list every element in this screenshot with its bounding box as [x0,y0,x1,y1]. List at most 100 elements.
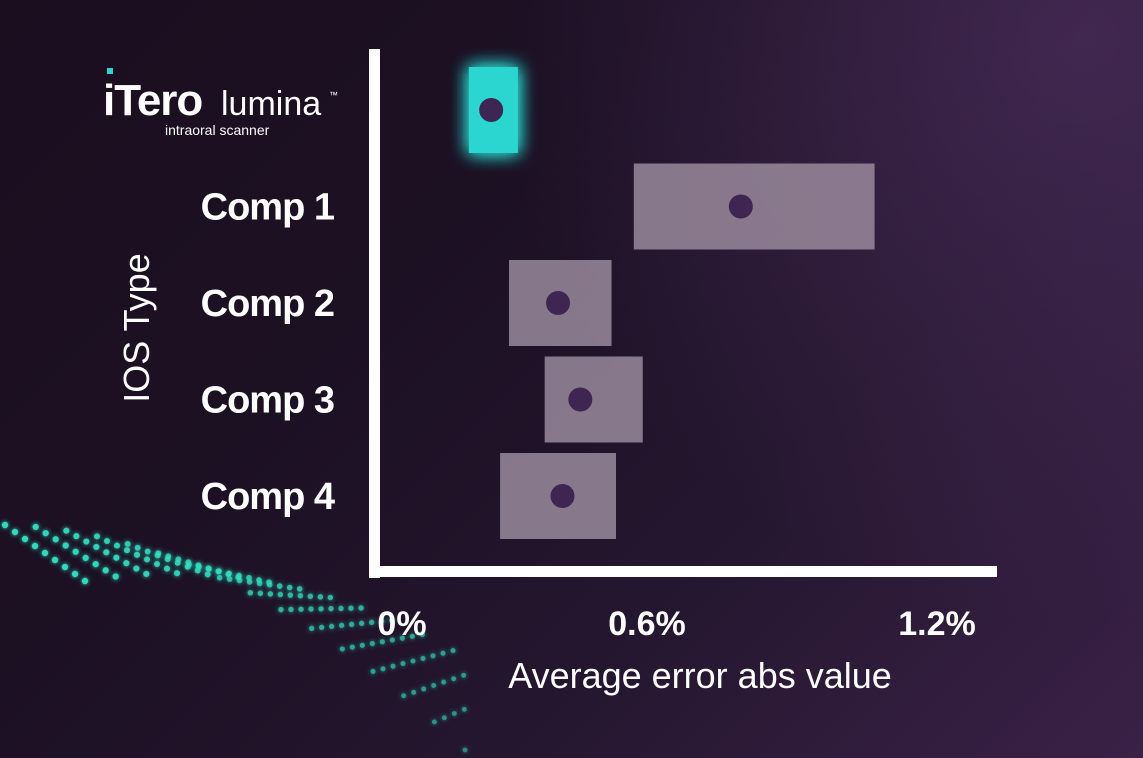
decor-dot [399,635,405,641]
decor-dot [296,586,303,592]
decor-dot [124,540,131,547]
decor-dot [133,551,141,558]
decor-dot [359,642,365,648]
decor-dot [112,573,119,580]
decor-dot [358,605,364,611]
decor-dot [51,556,59,564]
decor-dot [307,593,314,600]
decor-dot [430,653,436,659]
decor-dot [194,567,201,574]
decor-dot [389,617,395,623]
mean-dot [568,387,593,412]
decor-dot [195,562,202,569]
x-tick-label: 0.6% [608,605,686,643]
y-axis-title: IOS Type [116,253,157,402]
mean-dot [546,291,571,315]
decor-dot [349,644,355,650]
decor-dot [318,606,324,612]
x-tick-label: 0% [377,605,426,643]
decor-dot [71,570,79,578]
x-axis-title: Average error abs value [508,655,892,696]
decor-dot [327,594,334,601]
decor-dot [308,606,314,612]
decor-dot [440,650,446,656]
decor-dot [144,548,151,555]
logo-tagline: intraoral scanner [165,122,270,138]
decor-dot [348,605,354,611]
decor-dot [41,549,49,557]
decor-dot [277,591,284,598]
decor-dot [164,556,171,563]
decor-dot [419,631,425,638]
decor-dot [329,623,335,629]
category-label: Comp 2 [201,283,334,325]
decor-dot [102,567,109,574]
decor-dot [73,533,80,540]
itero-lumina-logo: iTero lumina ™ intraoral scanner [103,68,338,138]
decor-dot [21,535,29,543]
decor-dot [173,570,181,577]
decor-dot [31,542,39,550]
decor-dot [431,683,437,689]
decor-dot [266,579,272,586]
decor-dot [247,589,254,596]
decor-dot [317,594,324,600]
decor-dot [72,548,79,555]
decor-dot [278,606,284,613]
decor-dot [123,560,130,567]
decor-dot [359,620,365,626]
decor-dot [143,556,151,563]
decor-dot [184,563,191,570]
decor-dot [338,605,344,612]
decor-dot [286,584,293,591]
decor-dot [216,574,223,581]
decor-dot [370,668,376,674]
decor-dot [52,536,59,543]
decor-dot [204,571,211,578]
decor-dot [349,621,355,627]
decor-dot [93,533,101,540]
decor-dot [461,706,467,712]
decor-dot [81,577,89,585]
decor-dot [205,565,212,572]
decor-dot [441,679,447,685]
decor-dot [267,591,274,597]
decor-dot [103,549,110,556]
category-labels: Comp 1 Comp 2 Comp 3 Comp 4 [201,187,336,519]
boxes [468,67,875,539]
decor-dot [298,606,304,612]
decor-dot [92,560,99,568]
decor-dot [113,542,121,549]
category-label: Comp 1 [201,187,335,229]
decor-dot [319,624,325,630]
decor-dot [42,529,49,537]
x-tick-labels: 0% 0.6% 1.2% [377,605,975,643]
decor-dot [420,655,426,661]
decor-dot [185,559,192,566]
decor-dot [390,663,396,669]
decor-dot [287,592,294,598]
decor-dot [380,666,386,672]
decor-dot [134,544,141,551]
decor-dot [410,658,416,664]
decor-dot [461,672,467,678]
decor-dot [441,715,447,721]
decor-dot [63,527,70,534]
decor-dot [328,605,334,612]
box [633,163,875,250]
decor-dot [411,689,417,695]
decor-dot [309,625,315,631]
category-label: Comp 4 [201,476,335,518]
decor-dot [276,583,283,589]
decor-dot [297,592,304,599]
decor-dot [143,570,150,578]
logo-dot-icon [107,68,113,74]
mean-dot [728,194,753,219]
decor-dot [61,563,69,571]
decor-dot [154,552,161,559]
decor-dot [82,554,89,562]
mean-dot [550,484,575,508]
decor-dot [462,747,468,753]
mean-dot [479,98,504,122]
